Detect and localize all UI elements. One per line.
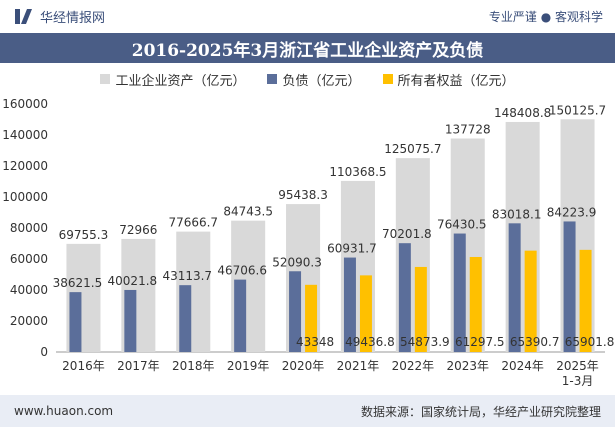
y-tick-label: 20000 bbox=[10, 314, 48, 328]
data-label-liabilities: 43113.7 bbox=[162, 269, 212, 283]
footer-bar: www.huaon.com 数据来源：国家统计局，华经产业研究院整理 bbox=[0, 395, 615, 427]
bar-liabilities bbox=[69, 292, 82, 352]
bar-liabilities bbox=[398, 243, 411, 352]
x-tick-label: 2023年 bbox=[446, 359, 489, 373]
y-tick-label: 160000 bbox=[2, 97, 48, 111]
data-label-liabilities: 60931.7 bbox=[327, 242, 377, 256]
data-label-assets: 137728 bbox=[445, 123, 491, 137]
bar-equity bbox=[359, 275, 372, 352]
data-label-liabilities: 84223.9 bbox=[547, 205, 597, 219]
y-tick-label: 120000 bbox=[2, 159, 48, 173]
x-tick-label: 2020年 bbox=[282, 359, 325, 373]
bar-chart: 0 20000 40000 60000 80000 100000 120000 140000 1… bbox=[2, 97, 615, 388]
data-label-equity: 43348 bbox=[296, 335, 334, 349]
y-tick-label: 140000 bbox=[2, 128, 48, 142]
data-label-equity: 65390.7 bbox=[510, 335, 560, 349]
data-label-liabilities: 46706.6 bbox=[217, 264, 267, 278]
x-tick-label: 2018年 bbox=[172, 359, 215, 373]
data-label-assets: 110368.5 bbox=[329, 165, 386, 179]
x-tick-label: 2021年 bbox=[337, 359, 380, 373]
chart-title: 2016-2025年3月浙江省工业企业资产及负债 bbox=[131, 40, 484, 61]
bar-liabilities bbox=[124, 289, 137, 352]
data-label-equity: 54873.9 bbox=[400, 335, 450, 349]
data-label-assets: 95438.3 bbox=[278, 188, 328, 202]
data-label-liabilities: 70201.8 bbox=[382, 227, 432, 241]
legend-label-assets: 工业企业资产（亿元） bbox=[115, 73, 246, 89]
data-label-assets: 77666.7 bbox=[168, 216, 218, 230]
footer-website: www.huaon.com bbox=[14, 404, 114, 418]
bar-equity bbox=[414, 266, 427, 352]
data-label-liabilities: 40021.8 bbox=[108, 274, 158, 288]
huajing-logo-icon bbox=[15, 9, 32, 24]
x-tick-label: 2025年 1-3月 bbox=[556, 359, 599, 388]
bar-liabilities bbox=[343, 257, 356, 352]
x-tick-label: 2024年 bbox=[501, 359, 544, 373]
legend-item-equity: 所有者权益（亿元） bbox=[382, 70, 515, 89]
bar-equity bbox=[579, 249, 592, 352]
legend-label-equity: 所有者权益（亿元） bbox=[397, 73, 515, 89]
slogan: 专业严谨 ● 客观科学 bbox=[488, 9, 603, 24]
y-tick-label: 40000 bbox=[10, 283, 48, 297]
x-tick-label: 2019年 bbox=[227, 359, 270, 373]
data-label-liabilities: 52090.3 bbox=[272, 255, 322, 269]
legend-label-liabilities: 负债（亿元） bbox=[282, 73, 361, 89]
data-label-assets: 125075.7 bbox=[384, 142, 441, 156]
data-label-assets: 72966 bbox=[119, 223, 157, 237]
bar-liabilities bbox=[234, 279, 247, 352]
x-tick-label: 2016年 bbox=[62, 359, 105, 373]
bar-equity bbox=[469, 256, 482, 352]
brand: 华经情报网 bbox=[14, 6, 105, 26]
bar-liabilities bbox=[508, 223, 521, 352]
data-label-equity: 65901.8 bbox=[565, 335, 615, 349]
y-tick-label: 60000 bbox=[10, 252, 48, 266]
data-label-assets: 69755.3 bbox=[59, 228, 109, 242]
y-tick-label: 0 bbox=[40, 345, 48, 359]
chart-title-bar: 2016-2025年3月浙江省工业企业资产及负债 bbox=[0, 33, 615, 63]
legend-swatch-liabilities bbox=[267, 74, 278, 84]
data-label-equity: 61297.5 bbox=[455, 335, 505, 349]
bar-equity bbox=[524, 250, 537, 352]
data-label-liabilities: 76430.5 bbox=[437, 218, 487, 232]
bar-liabilities bbox=[563, 221, 576, 352]
data-label-liabilities: 38621.5 bbox=[53, 276, 103, 290]
x-tick-label: 2022年 bbox=[392, 359, 435, 373]
footer-source: 数据来源：国家统计局，华经产业研究院整理 bbox=[360, 404, 601, 419]
legend-item-liabilities: 负债（亿元） bbox=[267, 70, 361, 89]
legend-swatch-equity bbox=[382, 74, 393, 84]
bar-liabilities bbox=[179, 285, 192, 352]
data-label-assets: 150125.7 bbox=[549, 103, 606, 117]
legend-item-assets: 工业企业资产（亿元） bbox=[100, 70, 245, 89]
legend-swatch-assets bbox=[100, 74, 111, 84]
y-tick-label: 100000 bbox=[2, 190, 48, 204]
data-label-assets: 148408.8 bbox=[494, 106, 551, 120]
brand-name: 华经情报网 bbox=[40, 10, 106, 26]
bar-liabilities bbox=[453, 233, 466, 352]
bar-equity bbox=[305, 284, 318, 352]
data-label-assets: 84743.5 bbox=[223, 205, 273, 219]
top-bar: 华经情报网 专业严谨 ● 客观科学 bbox=[0, 0, 615, 32]
y-tick-label: 80000 bbox=[10, 221, 48, 235]
data-label-equity: 49436.8 bbox=[345, 335, 395, 349]
chart-legend: 工业企业资产（亿元） 负债（亿元） 所有者权益（亿元） bbox=[0, 66, 615, 92]
data-label-liabilities: 83018.1 bbox=[492, 207, 542, 221]
bar-liabilities bbox=[289, 271, 302, 352]
x-tick-label: 2017年 bbox=[117, 359, 160, 373]
